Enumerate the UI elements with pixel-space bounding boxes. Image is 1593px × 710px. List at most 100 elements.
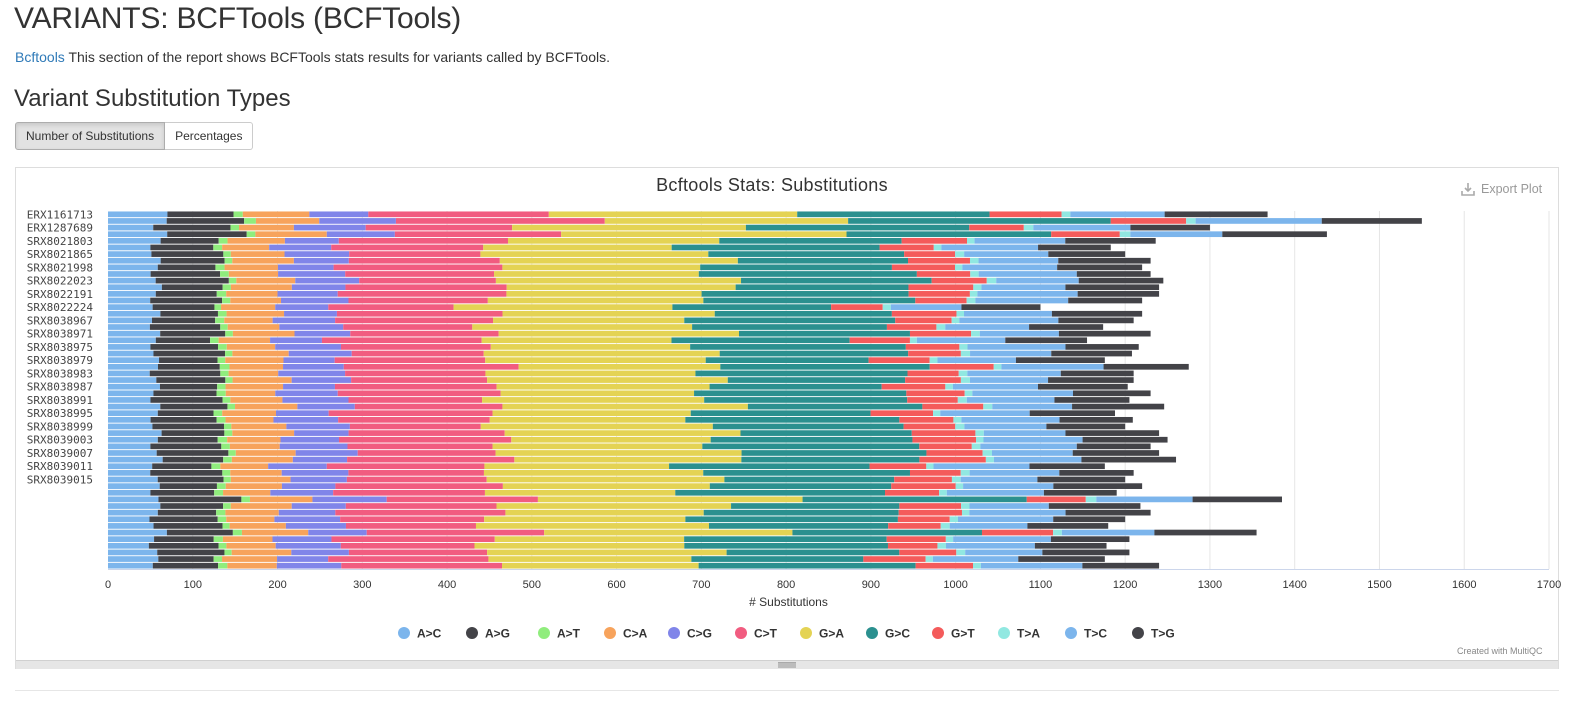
bar-segment xyxy=(1058,330,1151,337)
bar-segment xyxy=(224,317,273,324)
bcftools-link[interactable]: Bcftools xyxy=(15,49,65,65)
bar-segment xyxy=(293,257,349,264)
bar-segment xyxy=(108,344,151,350)
y-tick-label: SRX8022023 xyxy=(27,275,93,288)
bar-segment xyxy=(108,423,153,430)
bar-segment xyxy=(1060,370,1134,377)
x-tick-label: 0 xyxy=(105,579,111,591)
bar-segment xyxy=(961,304,1041,310)
bar-segment xyxy=(359,277,496,284)
bar-segment xyxy=(747,403,923,410)
bar-segment xyxy=(882,304,891,310)
bar-segment xyxy=(108,264,158,271)
bar-segment xyxy=(475,523,709,529)
bar-segment xyxy=(293,224,366,231)
bar-segment xyxy=(230,284,292,291)
legend-marker xyxy=(668,627,680,639)
bar-segment xyxy=(940,410,1030,417)
bar-segment xyxy=(108,456,163,463)
bar-segment xyxy=(891,483,956,489)
bar-segment xyxy=(484,516,686,523)
bar-segment xyxy=(217,310,227,317)
bar-segment xyxy=(792,529,982,536)
bar-segment xyxy=(684,542,888,549)
bar-segment xyxy=(879,244,934,251)
bar-segment xyxy=(1078,277,1164,284)
bar-segment xyxy=(337,390,501,397)
bar-segment xyxy=(1023,224,1034,231)
bar-segment xyxy=(472,324,693,330)
bar-segment xyxy=(964,390,973,397)
bar-segment xyxy=(341,562,503,569)
bar-segment xyxy=(230,470,282,476)
bar-segment xyxy=(483,350,720,357)
bar-segment xyxy=(108,489,151,496)
percentages-button[interactable]: Percentages xyxy=(165,122,254,150)
bar-segment xyxy=(453,304,673,310)
bar-segment xyxy=(485,357,706,364)
bar-segment xyxy=(220,463,269,470)
bar-segment xyxy=(108,443,151,450)
bar-segment xyxy=(108,476,158,483)
bar-segment xyxy=(270,489,334,496)
bar-segment xyxy=(340,516,485,523)
bar-segment xyxy=(222,284,231,291)
number-of-substitutions-button[interactable]: Number of Substitutions xyxy=(15,122,166,150)
bar-segment xyxy=(216,509,226,516)
bar-segment xyxy=(692,324,887,330)
bar-segment xyxy=(270,337,322,344)
bar-segment xyxy=(1038,244,1111,251)
bar-segment xyxy=(719,237,902,244)
bar-segment xyxy=(956,549,966,556)
bar-segment xyxy=(108,390,154,397)
bar-segment xyxy=(908,284,974,291)
bar-segment xyxy=(349,251,481,257)
bar-segment xyxy=(268,463,327,470)
bar-segment xyxy=(275,344,341,350)
bar-segment xyxy=(980,443,1077,450)
bar-segment xyxy=(926,450,983,456)
bar-segment xyxy=(312,496,387,503)
bar-segment xyxy=(485,370,696,377)
x-axis-label: # Substitutions xyxy=(749,595,828,609)
y-tick-label: SRX8039015 xyxy=(27,474,93,487)
y-tick-label: SRX8039007 xyxy=(27,447,93,460)
y-tick-label: SRX8038999 xyxy=(27,420,93,433)
legend-item: C>G xyxy=(687,627,712,641)
bar-segment xyxy=(150,489,215,496)
resize-handle-icon[interactable] xyxy=(778,662,796,668)
bar-segment xyxy=(222,397,231,403)
bar-segment xyxy=(326,463,485,470)
x-tick-label: 1000 xyxy=(943,579,967,591)
bar-segment xyxy=(982,450,992,456)
bar-segment xyxy=(279,324,344,330)
x-tick-label: 200 xyxy=(268,579,286,591)
bar-segment xyxy=(235,450,296,456)
section-divider xyxy=(15,690,1559,691)
bar-segment xyxy=(284,310,337,317)
bar-segment xyxy=(108,224,154,231)
bar-segment xyxy=(929,363,994,370)
bar-segment xyxy=(1072,450,1160,456)
bar-segment xyxy=(870,410,934,417)
bar-segment xyxy=(150,416,217,423)
export-plot-button[interactable]: Export Plot xyxy=(1460,181,1542,197)
bar-segment xyxy=(709,383,882,390)
bar-segment xyxy=(946,542,1035,549)
bar-segment xyxy=(232,350,289,357)
bar-segment xyxy=(1065,430,1160,436)
bar-segment xyxy=(495,450,742,456)
bar-segment xyxy=(246,231,256,238)
bar-segment xyxy=(228,277,237,284)
bar-segment xyxy=(975,430,984,436)
bar-segment xyxy=(946,489,1044,496)
bar-segment xyxy=(159,483,217,489)
bar-segment xyxy=(210,337,219,344)
bar-segment xyxy=(221,304,276,310)
bar-segment xyxy=(1026,496,1086,503)
bar-segment xyxy=(223,489,271,496)
y-tick-label: SRX8021998 xyxy=(27,261,93,274)
bar-segment xyxy=(349,423,481,430)
bar-segment xyxy=(698,271,917,277)
bar-segment xyxy=(985,456,994,463)
